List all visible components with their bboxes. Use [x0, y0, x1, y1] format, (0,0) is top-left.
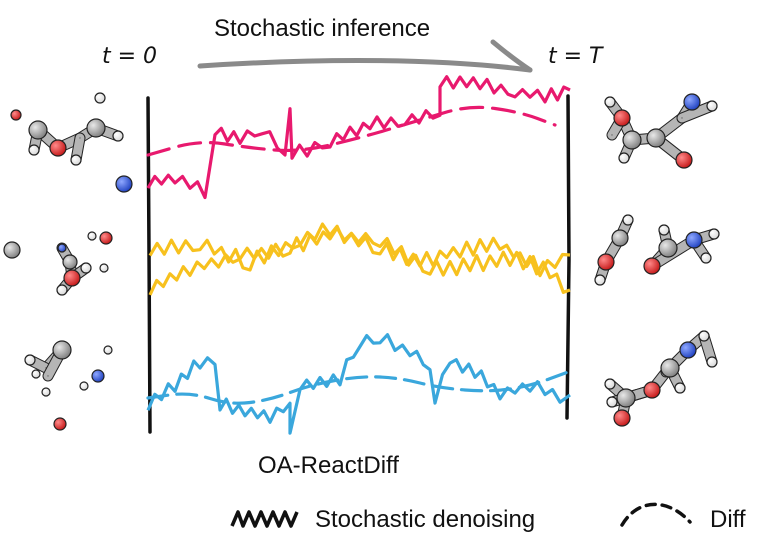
product-molecule-middle-right [644, 225, 719, 274]
t-start-label: t = 0 [102, 44, 157, 69]
diagram-title: Stochastic inference [214, 15, 430, 43]
legend-stochastic-swatch [232, 512, 297, 526]
yellow-stochastic-path-b [150, 228, 570, 295]
product-molecule-middle-left [595, 215, 633, 285]
product-molecule-bottom [605, 331, 717, 426]
tT-axis [567, 96, 569, 418]
legend-diffusion-label: Diff [710, 506, 746, 534]
reactant-molecule-bottom [25, 341, 71, 376]
t-end-label: t = T [548, 44, 602, 69]
model-name-label: OA-ReactDiff [258, 452, 399, 480]
legend-stochastic-label: Stochastic denoising [315, 506, 535, 534]
cyan-diffusion-path [148, 372, 568, 403]
legend-diffusion-swatch [622, 504, 690, 525]
reactant-molecule-top [29, 119, 123, 165]
loose-atoms-bottom [32, 346, 112, 430]
reactant-molecule-middle [57, 244, 91, 295]
yellow-stochastic-path-a [150, 224, 570, 276]
cyan-stochastic-path [148, 335, 570, 433]
product-molecule-top [605, 94, 717, 168]
inference-arrow [200, 61, 530, 71]
t0-axis [148, 98, 150, 432]
